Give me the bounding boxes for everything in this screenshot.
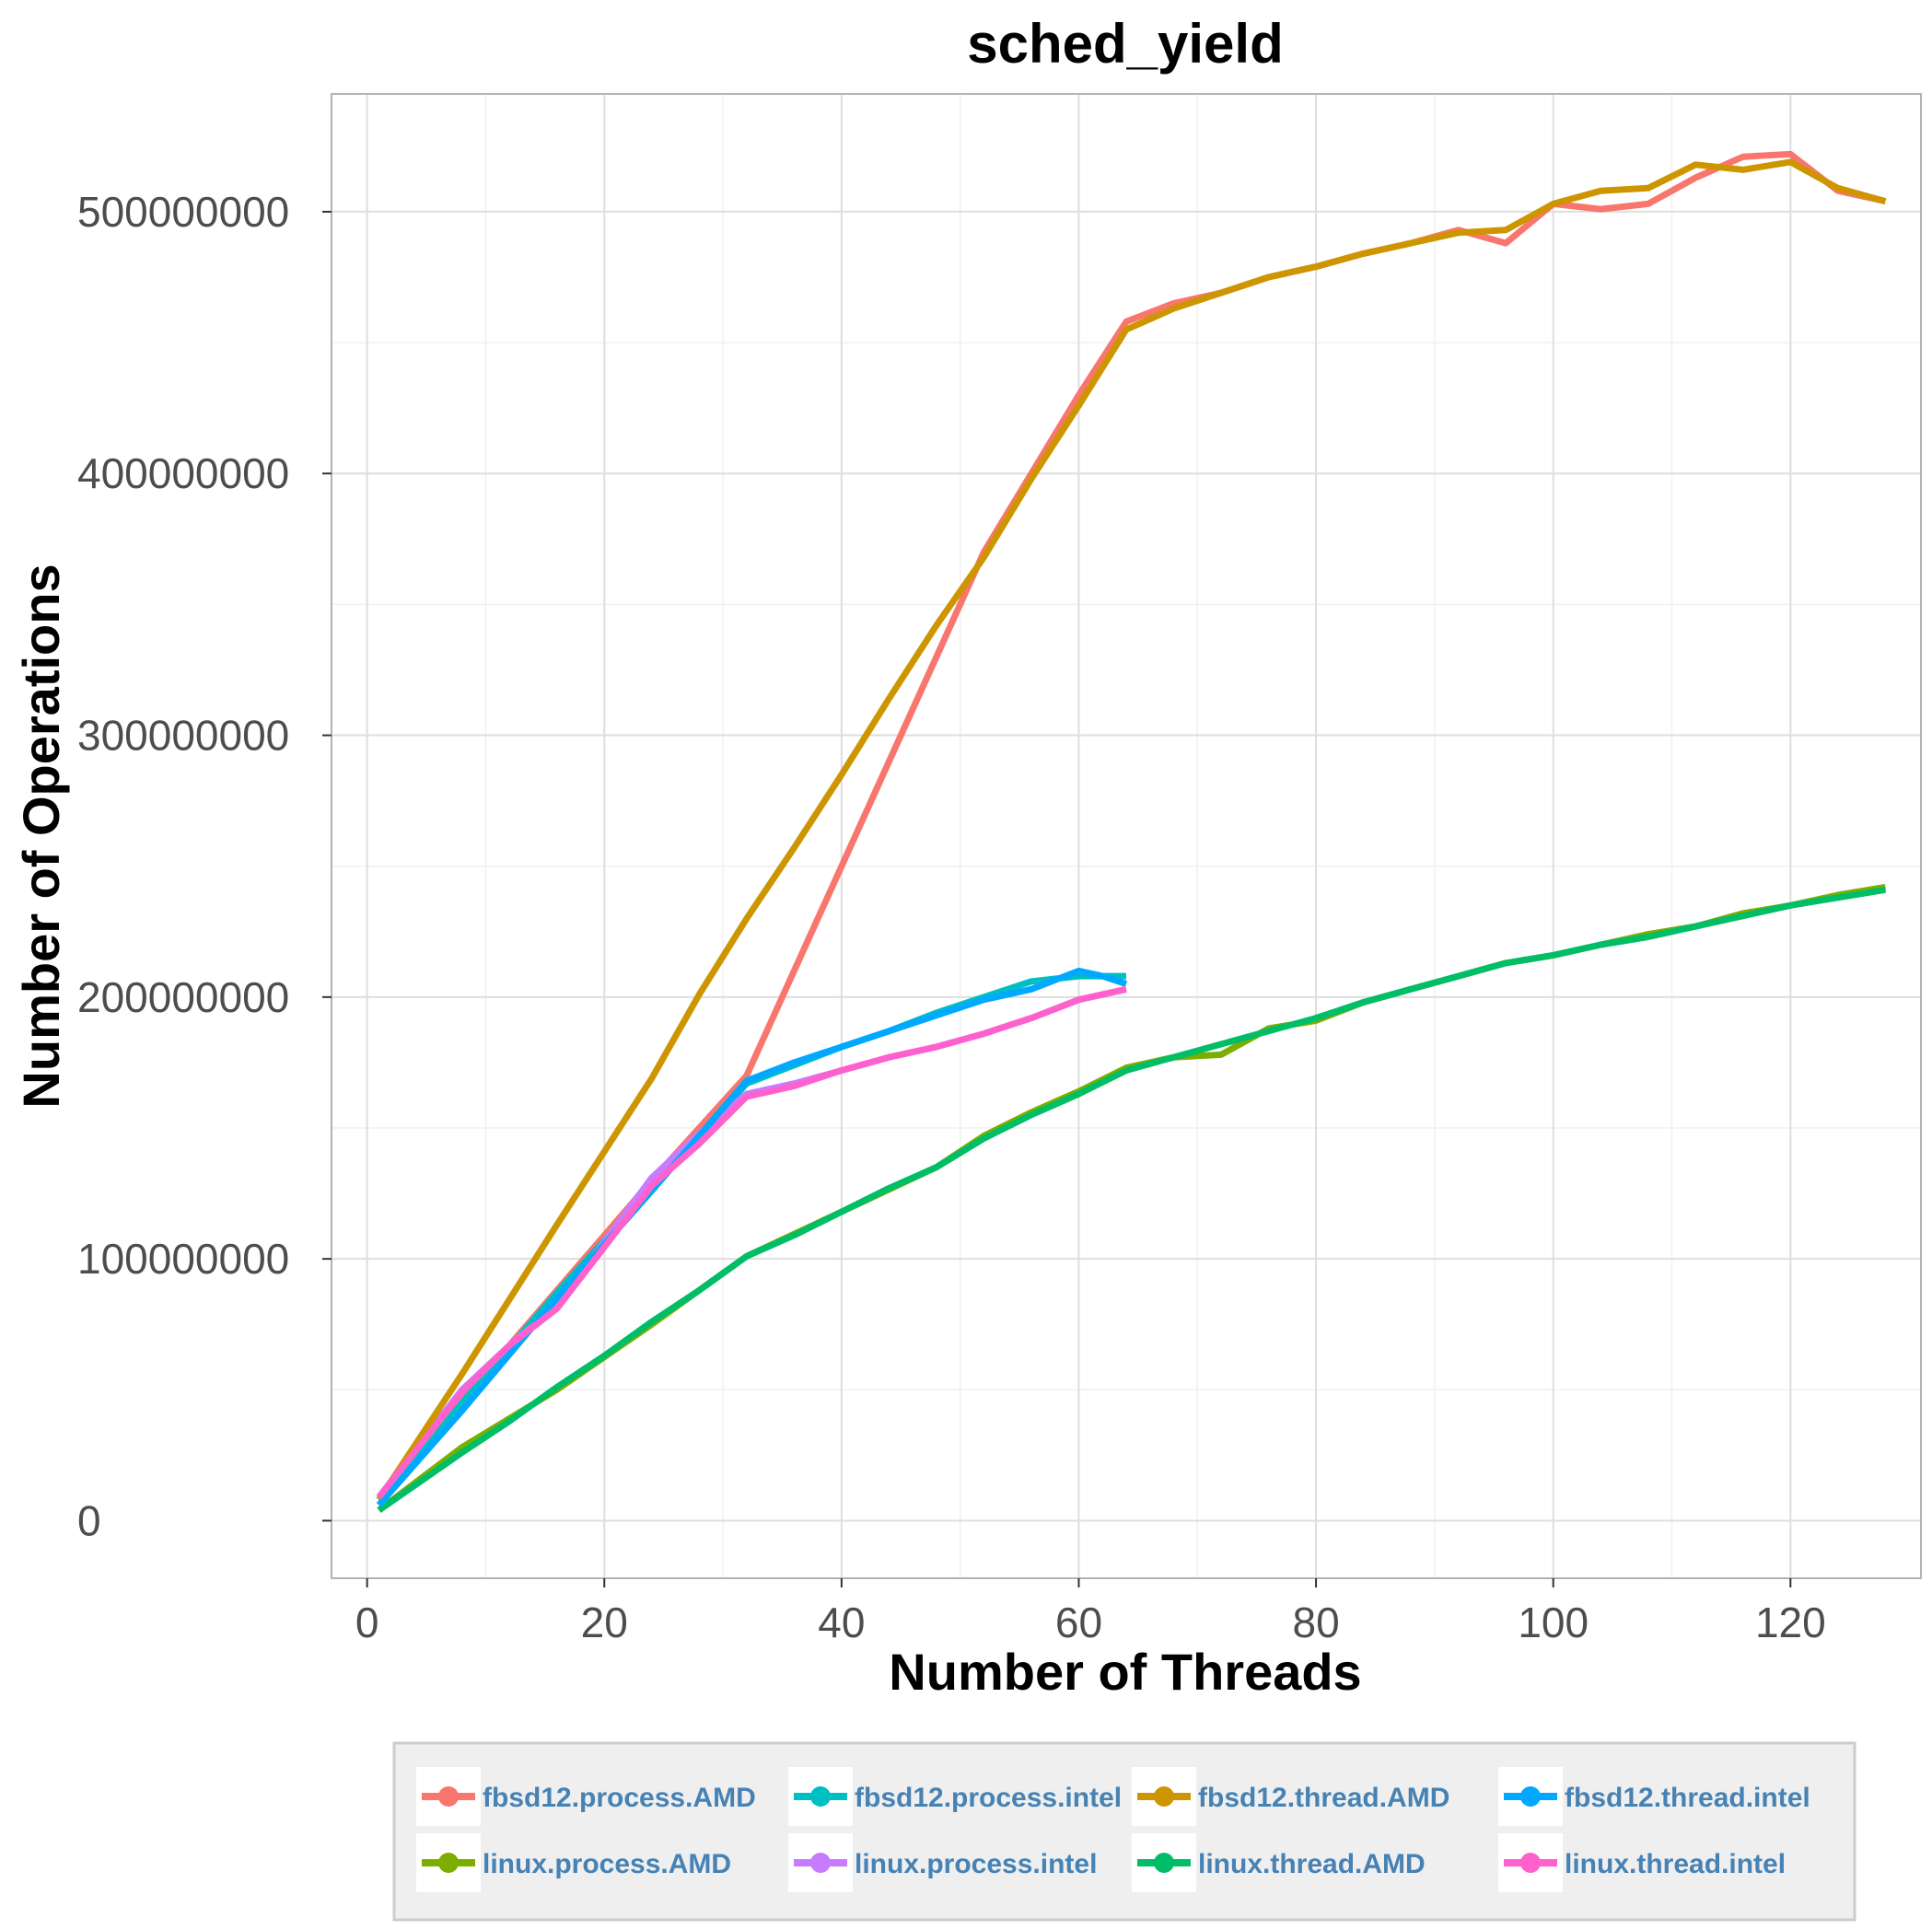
legend-label: fbsd12.process.AMD — [483, 1783, 756, 1813]
legend-key-point — [1154, 1853, 1174, 1873]
legend-key-point — [1154, 1786, 1174, 1807]
x-tick-label: 120 — [1755, 1599, 1826, 1646]
legend-key-point — [810, 1786, 831, 1807]
legend-key-point — [438, 1853, 459, 1873]
legend-label: fbsd12.thread.AMD — [1198, 1783, 1449, 1813]
legend-label: fbsd12.thread.intel — [1565, 1783, 1810, 1813]
y-tick-label: 0 — [77, 1496, 101, 1544]
series-line-fbsd12-thread-intel — [376, 967, 1128, 1507]
y-axis-ticks: 0 100000000 200000000 300000000 400000000 500… — [77, 188, 332, 1544]
legend-key — [1498, 1833, 1563, 1892]
y-tick-label: 200000000 — [77, 973, 289, 1021]
x-tick-label: 80 — [1293, 1599, 1340, 1646]
series-lines — [376, 150, 1887, 1513]
legend-label: linux.process.intel — [855, 1849, 1097, 1879]
x-tick-label: 0 — [355, 1599, 379, 1646]
legend-items: fbsd12.process.AMD linux.process.AMD fbsd1… — [416, 1767, 1810, 1892]
plot-background — [332, 94, 1921, 1578]
y-tick-label: 400000000 — [77, 449, 289, 497]
grid-major — [332, 94, 1921, 1578]
x-tick-label: 60 — [1055, 1599, 1102, 1646]
legend-key-point — [1520, 1786, 1541, 1807]
legend-key — [788, 1767, 853, 1826]
y-axis-title: Number of Operations — [12, 564, 70, 1108]
x-tick-label: 100 — [1518, 1599, 1589, 1646]
legend-key-point — [438, 1786, 459, 1807]
x-tick-label: 20 — [581, 1599, 628, 1646]
legend-label: linux.process.AMD — [483, 1849, 731, 1879]
series-line-fbsd12-thread-AMD — [376, 158, 1887, 1502]
legend-key — [1132, 1833, 1196, 1892]
legend-box — [392, 1741, 1856, 1922]
series-line-linux-thread-AMD — [377, 886, 1886, 1513]
legend-key-point — [1520, 1853, 1541, 1873]
x-axis-title: Number of Threads — [889, 1643, 1361, 1701]
legend-label: linux.thread.intel — [1565, 1849, 1786, 1879]
legend-key — [416, 1833, 481, 1892]
legend-key — [788, 1833, 853, 1892]
legend-label: linux.thread.AMD — [1198, 1849, 1426, 1879]
x-axis-ticks: 0 20 40 60 80 100 120 — [355, 1578, 1826, 1646]
chart-title: sched_yield — [967, 13, 1284, 75]
legend-key — [1498, 1767, 1563, 1826]
series-line-linux-thread-intel — [376, 985, 1127, 1500]
x-tick-label: 40 — [818, 1599, 865, 1646]
plot-border — [331, 93, 1922, 1579]
y-tick-label: 100000000 — [77, 1235, 289, 1283]
legend-key — [1132, 1767, 1196, 1826]
legend-label: fbsd12.process.intel — [855, 1783, 1122, 1813]
legend-key — [416, 1767, 481, 1826]
y-tick-label: 500000000 — [77, 188, 289, 236]
legend-key-point — [810, 1853, 831, 1873]
legend: fbsd12.process.AMD linux.process.AMD fbsd1… — [392, 1741, 1856, 1922]
y-tick-label: 300000000 — [77, 712, 289, 760]
grid-minor — [332, 94, 1921, 1578]
